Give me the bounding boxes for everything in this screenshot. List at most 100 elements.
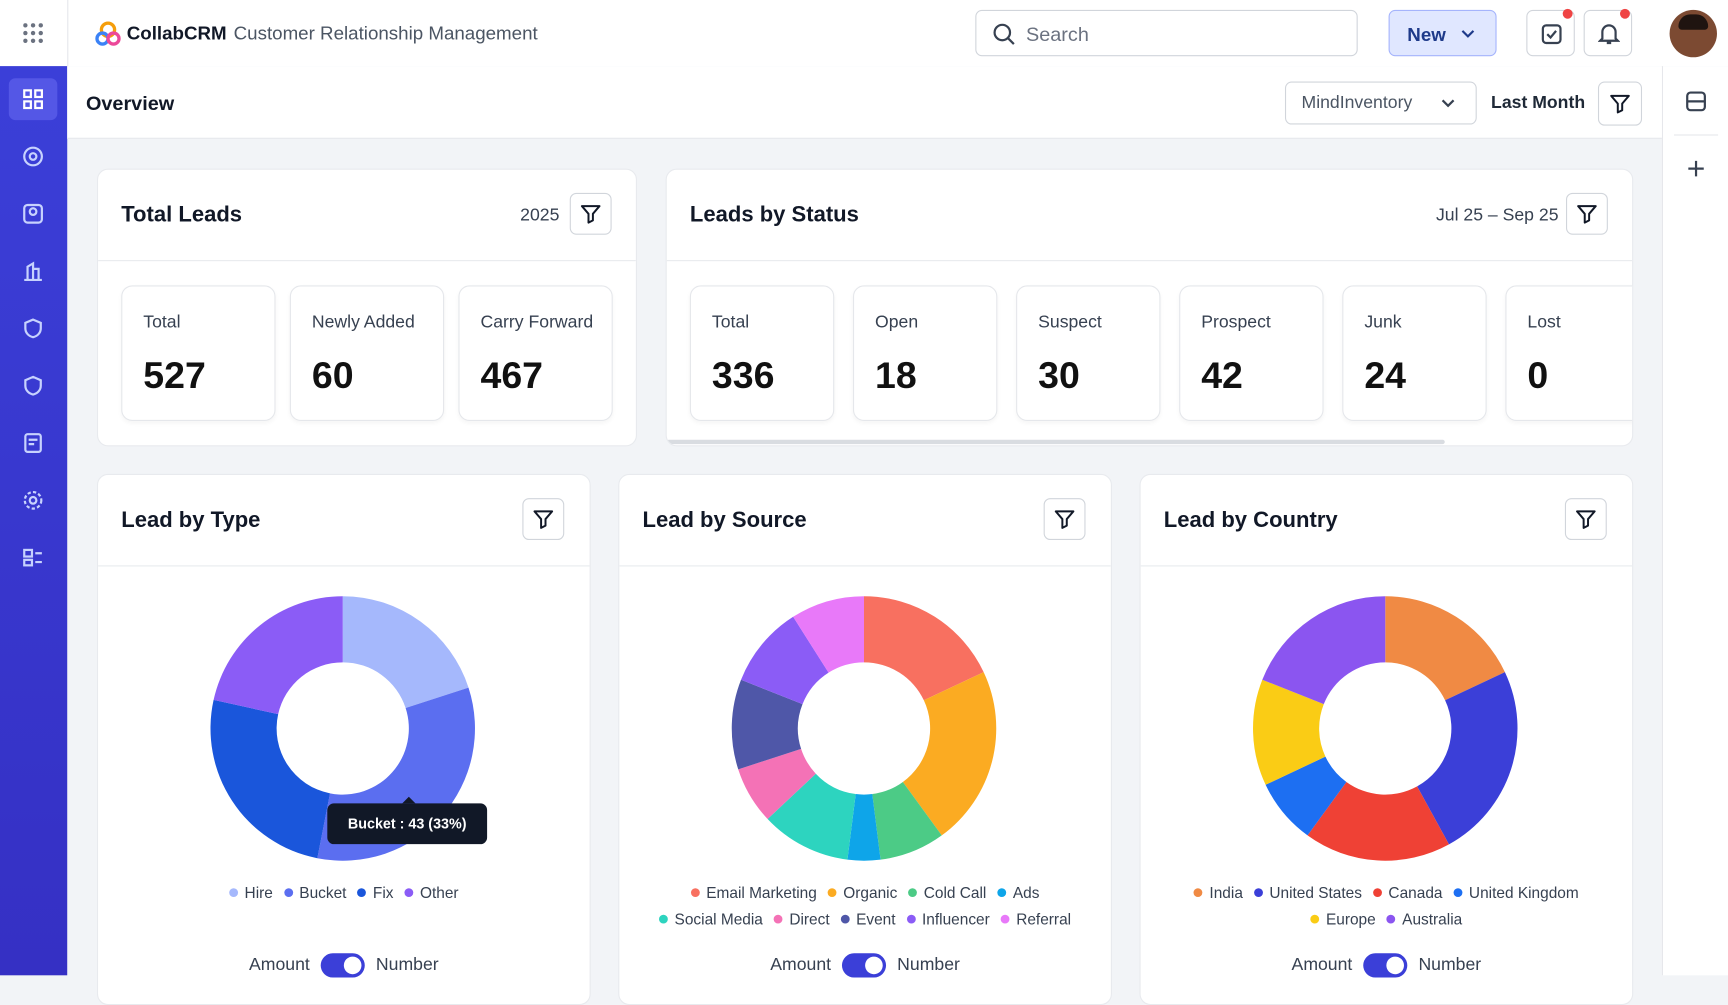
search-box[interactable]: Search [975, 9, 1358, 57]
filter-button[interactable] [1565, 192, 1608, 235]
legend-label: United Kingdom [1468, 883, 1579, 902]
brand: CollabCRM [126, 23, 227, 45]
toggle-right-label: Number [1418, 955, 1482, 975]
legend-label: Fix [372, 883, 394, 902]
legend-dot [906, 914, 916, 924]
stat-label: Junk [1364, 312, 1402, 332]
legend-label: Organic [843, 883, 898, 902]
donut-segment [872, 781, 942, 860]
card-year: 2025 [520, 206, 560, 225]
new-label: New [1407, 24, 1446, 46]
card-header [666, 170, 1633, 262]
nav-companies[interactable] [9, 250, 57, 292]
legend-label: Europe [1325, 910, 1376, 928]
legend-item: Ads [997, 884, 1039, 901]
stat-box: Junk 24 [1342, 285, 1487, 421]
chart-card: Lead by Type Hire Bucket Fix Other Amount Numb… [96, 473, 591, 1005]
legend-dot [1000, 914, 1010, 924]
stat-value: 30 [1038, 354, 1080, 397]
toggle-left-label: Amount [770, 955, 832, 975]
stat-value: 24 [1364, 354, 1407, 397]
panel-icon[interactable] [1685, 90, 1707, 112]
legend-dot [773, 914, 783, 924]
legend-label: Influencer [921, 910, 990, 928]
new-button[interactable]: New [1388, 9, 1497, 57]
toggle-switch[interactable] [842, 953, 887, 978]
toggle-right-label: Number [897, 955, 960, 975]
filter-button[interactable] [522, 498, 565, 540]
filter-button[interactable] [1597, 81, 1643, 126]
nav-deals[interactable] [9, 365, 57, 407]
legend-item: Social Media [659, 910, 763, 928]
nav-dashboard[interactable] [8, 78, 58, 121]
view-toggle: Amount Number [98, 953, 590, 978]
legend-item: United Kingdom [1453, 883, 1579, 902]
stat-label: Total [143, 312, 181, 332]
legend-label: India [1209, 883, 1243, 902]
donut-segment [793, 596, 864, 673]
legend-item: Other [404, 883, 459, 902]
donut-segment [1385, 596, 1505, 701]
donut-segment [210, 699, 331, 859]
search-placeholder: Search [1025, 23, 1089, 46]
nav-targets[interactable] [9, 136, 57, 178]
legend: Hire Bucket Fix Other [129, 883, 559, 902]
toggle-switch[interactable] [1363, 953, 1408, 978]
stat-box: Total 336 [689, 285, 835, 421]
top-bar: CollabCRM Customer Relationship Manageme… [0, 0, 1728, 68]
nav-tasks[interactable] [9, 422, 57, 464]
legend-item: Organic [827, 883, 898, 902]
stat-value: 42 [1201, 354, 1243, 397]
company-select[interactable]: MindInventory [1284, 81, 1477, 125]
apps-icon[interactable] [23, 23, 43, 43]
avatar[interactable] [1669, 9, 1717, 58]
donut-segment [342, 596, 469, 709]
chart-card: Lead by Country India United States Canada U… [1139, 473, 1634, 1005]
stat-value: 527 [143, 354, 206, 397]
nav-contacts[interactable] [9, 193, 57, 235]
legend-item: Europe [1310, 910, 1376, 928]
card-header [1140, 475, 1633, 567]
legend-dot [1386, 914, 1396, 924]
legend-item: Canada [1373, 884, 1442, 901]
toggle-left-label: Amount [1291, 955, 1353, 975]
page-title: Overview [85, 92, 175, 115]
donut-segment [1417, 672, 1518, 845]
nav-reports[interactable] [9, 537, 57, 579]
stat-box: Newly Added 60 [289, 285, 445, 421]
donut-segment [738, 748, 816, 819]
stat-label: Carry Forward [480, 312, 594, 332]
donut-segment [1265, 756, 1347, 836]
legend: India United States Canada United Kingdom Eu… [1171, 884, 1601, 928]
legend-dot [1453, 888, 1463, 898]
nav-settings[interactable] [9, 479, 57, 521]
view-toggle: Amount Number [619, 953, 1111, 978]
legend-dot [283, 888, 293, 898]
legend-dot [1310, 914, 1320, 924]
legend-dot [357, 888, 367, 898]
legend-label: Other [419, 883, 459, 902]
scrollbar[interactable] [666, 439, 1445, 445]
legend-item: Australia [1386, 910, 1462, 928]
chart-card: Lead by Source Email Marketing Organic Cold… [618, 473, 1112, 1005]
tasks-button[interactable] [1526, 8, 1575, 57]
filter-button[interactable] [1564, 498, 1607, 540]
toggle-right-label: Number [375, 955, 439, 975]
legend-item: India [1194, 883, 1243, 902]
stat-box: Lost 0 [1505, 285, 1633, 421]
stat-label: Newly Added [311, 312, 415, 332]
notifications-button[interactable] [1583, 8, 1633, 57]
legend-label: Social Media [674, 910, 763, 928]
stat-value: 467 [480, 354, 544, 397]
legend-item: Direct [773, 910, 830, 928]
donut-segment [741, 616, 829, 705]
stat-label: Lost [1527, 312, 1561, 332]
stat-value: 60 [311, 354, 354, 397]
nav-security[interactable] [9, 307, 57, 349]
filter-button[interactable] [1043, 498, 1086, 540]
add-icon[interactable] [1686, 159, 1706, 179]
toggle-switch[interactable] [320, 953, 365, 978]
filter-button[interactable] [569, 192, 612, 235]
leads-by-status-card: Leads by Status Jul 25 – Sep 25 Total 336… [665, 168, 1634, 447]
period-label[interactable]: Last Month [1491, 93, 1586, 113]
